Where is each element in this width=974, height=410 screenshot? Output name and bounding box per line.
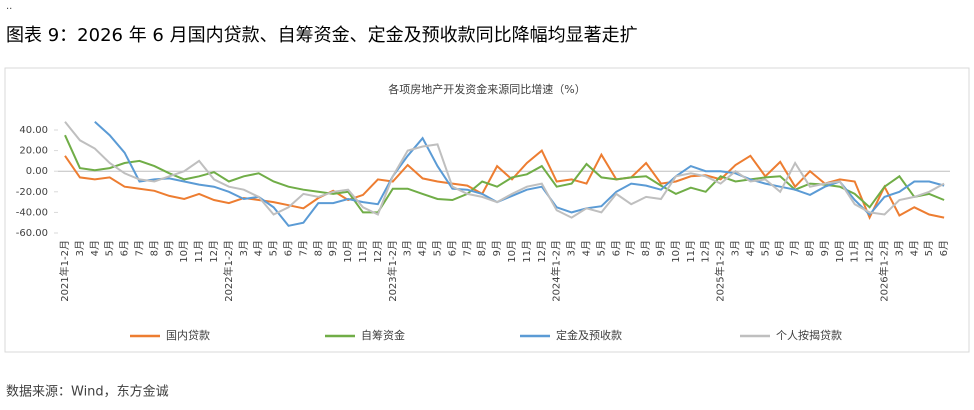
x-tick-label: 2021年1-2月 (58, 240, 71, 302)
x-tick-label: 6月 (119, 240, 131, 256)
x-tick-label: 2022年1-2月 (222, 240, 235, 302)
series-line (94, 121, 945, 227)
y-tick-label: 40.00 (19, 125, 48, 136)
x-tick-label: 6月 (774, 240, 786, 256)
source: 数据来源：Wind，东方金诚 (6, 384, 169, 400)
x-tick-label: 9月 (163, 240, 175, 256)
x-tick-label: 4月 (908, 240, 920, 256)
x-tick-label: 5月 (268, 240, 280, 256)
y-tick-label: 0.00 (26, 166, 48, 177)
x-tick-label: 10月 (506, 240, 518, 263)
x-tick-label: 5月 (759, 240, 771, 256)
x-tick-label: 9月 (327, 240, 339, 256)
x-tick-label: 6月 (610, 240, 622, 256)
x-tick-label: 11月 (193, 240, 205, 263)
x-tick-label: 7月 (297, 240, 309, 256)
x-tick-label: 4月 (89, 240, 101, 256)
x-tick-label: 3月 (893, 240, 905, 256)
x-tick-label: 5月 (104, 240, 116, 256)
legend-label: 个人按揭贷款 (776, 328, 842, 342)
x-tick-label: 2025年1-2月 (714, 240, 727, 302)
x-tick-label: 2026年1-2月 (878, 240, 891, 302)
x-tick-label: 4月 (581, 240, 593, 256)
x-tick-label: 9月 (491, 240, 503, 256)
x-tick-label: 6月 (446, 240, 458, 256)
x-tick-label: 3月 (730, 240, 742, 256)
x-tick-label: 12月 (208, 240, 220, 263)
legend-label: 定金及预收款 (556, 328, 622, 342)
y-tick-label: -20.00 (16, 187, 48, 198)
x-tick-label: 5月 (923, 240, 935, 256)
series-line (64, 149, 945, 221)
x-tick-label: 3月 (238, 240, 250, 256)
x-tick-label: 4月 (744, 240, 756, 256)
x-tick-label: 3月 (566, 240, 578, 256)
x-tick-label: 11月 (357, 240, 369, 263)
x-tick-label: 2024年1-2月 (550, 240, 563, 302)
x-tick-label: 11月 (521, 240, 533, 263)
chart-title: 各项房地产开发资金来源同比增速（%） (388, 82, 585, 96)
x-tick-label: 10月 (834, 240, 846, 263)
page-mark: .. (6, 1, 12, 12)
x-tick-label: 8月 (148, 240, 160, 256)
y-tick-label: 20.00 (19, 146, 48, 157)
x-tick-label: 2023年1-2月 (386, 240, 399, 302)
x-tick-label: 5月 (432, 240, 444, 256)
x-tick-label: 8月 (640, 240, 652, 256)
x-tick-label: 12月 (700, 240, 712, 263)
x-tick-label: 8月 (476, 240, 488, 256)
x-tick-label: 7月 (625, 240, 637, 256)
x-tick-label: 4月 (253, 240, 265, 256)
x-tick-label: 12月 (372, 240, 384, 263)
x-tick-label: 9月 (819, 240, 831, 256)
x-tick-label: 7月 (461, 240, 473, 256)
series-line (64, 134, 945, 214)
x-tick-label: 5月 (595, 240, 607, 256)
x-tick-label: 8月 (804, 240, 816, 256)
legend-label: 国内贷款 (166, 328, 210, 342)
heading: 图表 9：2026 年 6 月国内贷款、自筹资金、定金及预收款同比降幅均显著走扩 (6, 25, 638, 46)
x-tick-label: 10月 (178, 240, 190, 263)
x-tick-label: 12月 (536, 240, 548, 263)
x-tick-label: 3月 (74, 240, 86, 256)
x-tick-label: 3月 (402, 240, 414, 256)
y-tick-label: -60.00 (16, 228, 48, 239)
x-tick-label: 6月 (283, 240, 295, 256)
chart-frame (4, 67, 970, 353)
legend-label: 自筹资金 (361, 328, 405, 342)
y-tick-label: -40.00 (16, 207, 48, 218)
x-tick-label: 7月 (134, 240, 146, 256)
x-tick-label: 7月 (789, 240, 801, 256)
x-tick-label: 12月 (864, 240, 876, 263)
x-tick-label: 11月 (849, 240, 861, 263)
x-tick-label: 6月 (938, 240, 950, 256)
x-tick-label: 8月 (312, 240, 324, 256)
x-tick-label: 10月 (670, 240, 682, 263)
x-tick-label: 9月 (655, 240, 667, 256)
x-tick-label: 11月 (685, 240, 697, 263)
x-tick-label: 10月 (342, 240, 354, 263)
series-line (64, 121, 945, 219)
x-tick-label: 4月 (417, 240, 429, 256)
